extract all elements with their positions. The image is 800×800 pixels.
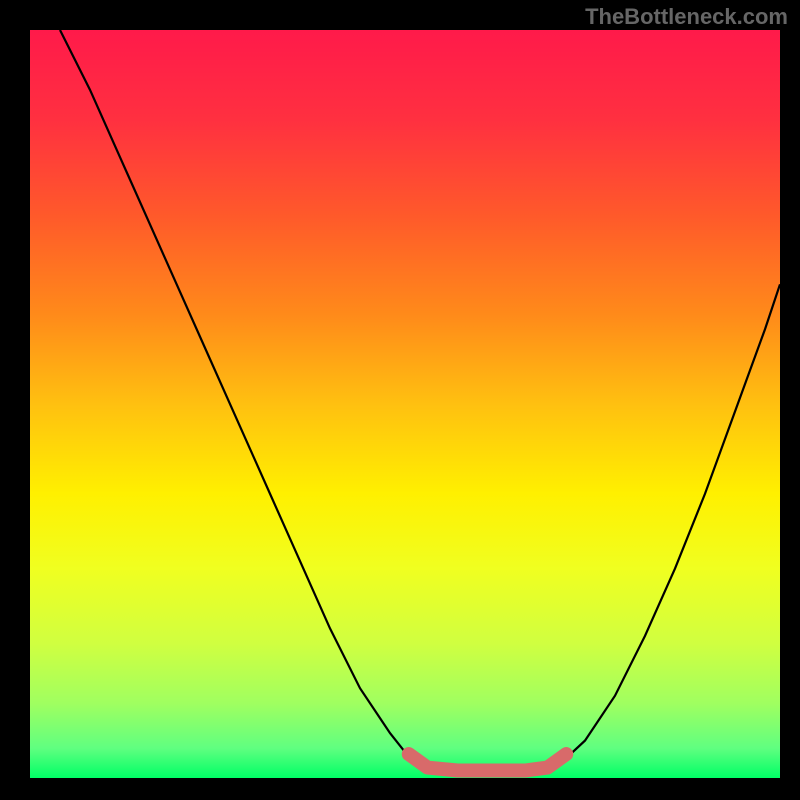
watermark-text: TheBottleneck.com [585,4,788,30]
plot-background [30,30,780,778]
chart-container: TheBottleneck.com [0,0,800,800]
bottleneck-curve-chart [0,0,800,800]
